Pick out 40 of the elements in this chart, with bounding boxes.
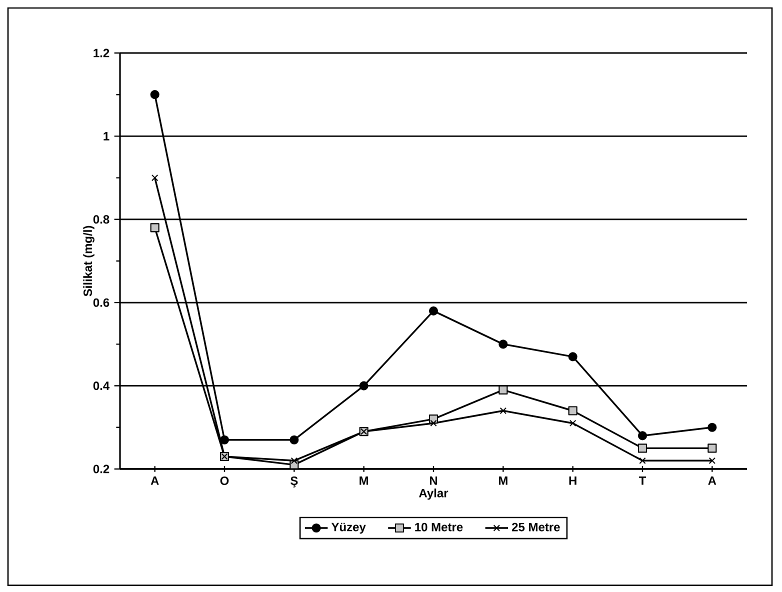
x-tick-label: N — [430, 476, 438, 485]
y-tick-label: 0.2 — [93, 464, 110, 474]
point — [430, 420, 437, 427]
point — [569, 420, 576, 427]
point — [568, 406, 578, 416]
y-tick-label: 1.2 — [94, 48, 110, 58]
point — [151, 174, 158, 182]
point — [498, 340, 508, 349]
x-tick-label: A — [708, 476, 716, 485]
x-tick-label: Ş — [290, 476, 298, 488]
x-tick-label: H — [569, 476, 576, 485]
point — [220, 435, 230, 444]
y-axis-title: Silikat (mg/l) — [83, 226, 94, 296]
x-tick-label: O — [220, 476, 229, 486]
point — [638, 431, 648, 440]
point — [359, 381, 368, 390]
y-tick-label: 0.6 — [93, 298, 110, 307]
legend-label: Yüzey — [331, 522, 366, 534]
point — [568, 352, 578, 362]
point — [428, 306, 438, 316]
point — [500, 407, 507, 414]
point — [639, 457, 646, 464]
point — [638, 444, 648, 453]
point — [708, 444, 717, 453]
x-tick-label: A — [150, 476, 159, 485]
point — [290, 435, 299, 444]
point — [290, 457, 298, 464]
legend-label: 25 Metre — [512, 522, 560, 532]
point — [708, 422, 717, 432]
x-axis-title: Aylar — [419, 488, 448, 500]
y-tick-label: 0.8 — [93, 215, 110, 224]
legend-label: 10 Metre — [415, 522, 463, 532]
x-tick-label: T — [638, 476, 646, 485]
x-tick-label: M — [360, 476, 368, 485]
point — [150, 223, 160, 232]
x-tick-label: M — [498, 476, 508, 485]
point — [708, 457, 716, 464]
y-tick-label: 1 — [104, 132, 110, 140]
point — [150, 90, 160, 100]
y-tick-label: 0.4 — [93, 382, 110, 390]
